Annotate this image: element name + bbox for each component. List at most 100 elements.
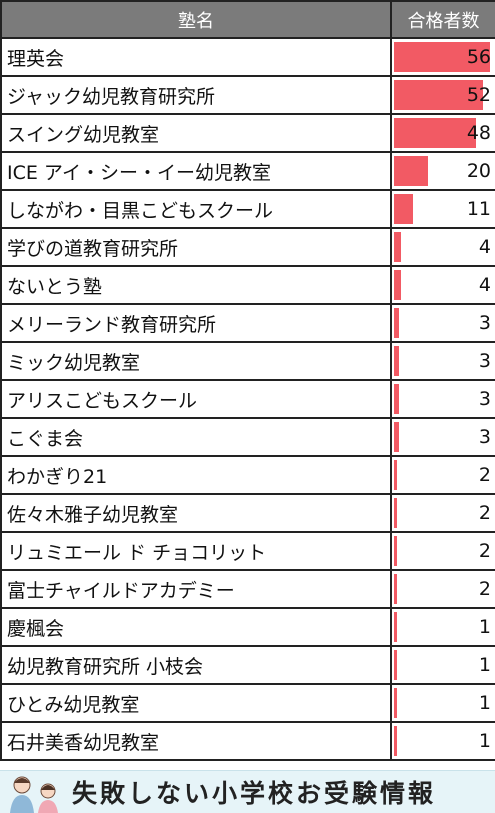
table-row: スイング幼児教室 48 <box>0 113 495 153</box>
header-school-name: 塾名 <box>0 0 392 39</box>
school-name: スイング幼児教室 <box>0 113 392 153</box>
table-row: ICE アイ・シー・イー幼児教室 20 <box>0 151 495 191</box>
pass-count-bar <box>394 422 400 452</box>
parent-child-mascot-icon <box>10 776 58 813</box>
pass-count-bar <box>394 536 398 566</box>
table-row: リュミエール ド チョコリット 2 <box>0 531 495 571</box>
table-row: こぐま会 3 <box>0 417 495 457</box>
school-name: こぐま会 <box>0 417 392 457</box>
pass-count-bar <box>394 726 397 756</box>
pass-count-cell: 4 <box>390 265 495 305</box>
table-row: 学びの道教育研究所 4 <box>0 227 495 267</box>
school-name: ないとう塾 <box>0 265 392 305</box>
pass-count-cell: 2 <box>390 493 495 533</box>
school-name: 学びの道教育研究所 <box>0 227 392 267</box>
pass-count-value: 2 <box>478 578 491 600</box>
pass-count-value: 3 <box>478 426 491 448</box>
pass-count-value: 2 <box>478 540 491 562</box>
pass-count-cell: 2 <box>390 531 495 571</box>
pass-count-value: 1 <box>478 654 491 676</box>
pass-count-value: 3 <box>478 312 491 334</box>
pass-count-value: 2 <box>478 464 491 486</box>
pass-count-cell: 20 <box>390 151 495 191</box>
school-name: リュミエール ド チョコリット <box>0 531 392 571</box>
pass-count-value: 4 <box>478 236 491 258</box>
school-name: 慶楓会 <box>0 607 392 647</box>
pass-count-bar <box>394 80 484 110</box>
pass-count-cell: 4 <box>390 227 495 267</box>
school-name: しながわ・目黒こどもスクール <box>0 189 392 229</box>
pass-count-value: 4 <box>478 274 491 296</box>
pass-count-cell: 52 <box>390 75 495 115</box>
pass-count-cell: 1 <box>390 721 495 761</box>
pass-count-bar <box>394 498 398 528</box>
pass-count-value: 3 <box>478 350 491 372</box>
pass-count-value: 11 <box>466 198 491 220</box>
pass-count-cell: 3 <box>390 417 495 457</box>
pass-count-value: 48 <box>466 122 491 144</box>
footer-brand-text: 失敗しない小学校お受験情報 <box>72 779 437 808</box>
pass-count-value: 1 <box>478 616 491 638</box>
pass-count-cell: 1 <box>390 683 495 723</box>
school-name: 理英会 <box>0 37 392 77</box>
pass-count-value: 20 <box>466 160 491 182</box>
table-row: 慶楓会 1 <box>0 607 495 647</box>
table-row: ジャック幼児教育研究所 52 <box>0 75 495 115</box>
table-row: メリーランド教育研究所 3 <box>0 303 495 343</box>
school-name: 佐々木雅子幼児教室 <box>0 493 392 533</box>
pass-count-cell: 48 <box>390 113 495 153</box>
pass-count-value: 56 <box>466 46 491 68</box>
school-name: メリーランド教育研究所 <box>0 303 392 343</box>
school-name: ジャック幼児教育研究所 <box>0 75 392 115</box>
school-name: 富士チャイルドアカデミー <box>0 569 392 609</box>
table-row: 石井美香幼児教室 1 <box>0 721 495 761</box>
pass-count-bar <box>394 574 398 604</box>
school-name: アリスこどもスクール <box>0 379 392 419</box>
pass-count-value: 1 <box>478 692 491 714</box>
pass-count-bar <box>394 612 397 642</box>
table-row: 理英会 56 <box>0 37 495 77</box>
school-name: 石井美香幼児教室 <box>0 721 392 761</box>
pass-count-bar <box>394 688 397 718</box>
pass-count-cell: 3 <box>390 341 495 381</box>
pass-count-bar <box>394 194 413 224</box>
header-row: 塾名 合格者数 <box>0 0 495 39</box>
pass-count-cell: 1 <box>390 607 495 647</box>
pass-count-bar <box>394 346 400 376</box>
pass-count-bar <box>394 460 398 490</box>
pass-count-cell: 2 <box>390 569 495 609</box>
pass-count-cell: 11 <box>390 189 495 229</box>
table-row: わかぎり21 2 <box>0 455 495 495</box>
table-row: 佐々木雅子幼児教室 2 <box>0 493 495 533</box>
table-body: 理英会 56 ジャック幼児教育研究所 52 スイング幼児教室 48 ICE アイ・シー・イー… <box>0 37 495 761</box>
school-name: ひとみ幼児教室 <box>0 683 392 723</box>
table-row: 富士チャイルドアカデミー 2 <box>0 569 495 609</box>
pass-count-bar <box>394 232 401 262</box>
pass-count-value: 1 <box>478 730 491 752</box>
table-row: アリスこどもスクール 3 <box>0 379 495 419</box>
pass-count-bar <box>394 650 397 680</box>
school-name: わかぎり21 <box>0 455 392 495</box>
pass-count-cell: 3 <box>390 379 495 419</box>
footer-banner: 失敗しない小学校お受験情報 <box>0 770 495 813</box>
table-row: ないとう塾 4 <box>0 265 495 305</box>
pass-count-bar <box>394 384 400 414</box>
header-pass-count: 合格者数 <box>390 0 495 39</box>
pass-count-cell: 1 <box>390 645 495 685</box>
pass-count-value: 2 <box>478 502 491 524</box>
pass-count-cell: 56 <box>390 37 495 77</box>
table-row: しながわ・目黒こどもスクール 11 <box>0 189 495 229</box>
pass-count-bar <box>394 270 401 300</box>
pass-count-cell: 3 <box>390 303 495 343</box>
ranking-table: 塾名 合格者数 理英会 56 ジャック幼児教育研究所 52 スイング幼児教室 48 ICE … <box>0 0 495 761</box>
pass-count-bar <box>394 118 477 148</box>
pass-count-bar <box>394 156 429 186</box>
pass-count-bar <box>394 42 490 72</box>
table-row: 幼児教育研究所 小枝会 1 <box>0 645 495 685</box>
table-row: ひとみ幼児教室 1 <box>0 683 495 723</box>
pass-count-value: 52 <box>466 84 491 106</box>
school-name: 幼児教育研究所 小枝会 <box>0 645 392 685</box>
pass-count-bar <box>394 308 400 338</box>
pass-count-value: 3 <box>478 388 491 410</box>
